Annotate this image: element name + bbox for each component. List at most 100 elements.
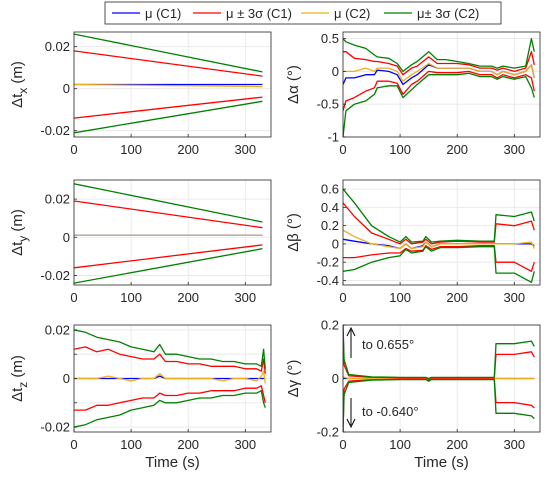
x-tick-label: 300 xyxy=(234,437,256,452)
legend-label-mu-c2: μ (C2) xyxy=(334,6,370,21)
axes-box xyxy=(342,31,541,138)
series-group xyxy=(343,37,535,137)
series-line xyxy=(343,378,535,432)
series-line xyxy=(74,83,263,88)
x-tick-label: 200 xyxy=(177,142,199,157)
x-tick-label: 0 xyxy=(339,290,346,305)
arrow-down-icon xyxy=(346,418,356,429)
y-tick-label: 0.6 xyxy=(321,182,339,197)
panel-gamma: 0 100 200 300-0.200.2Δγ (°)Time (s) xyxy=(285,318,541,471)
y-tick-label: 0 xyxy=(63,230,70,245)
x-tick-label: 100 xyxy=(389,142,411,157)
x-tick-label: 300 xyxy=(503,290,525,305)
y-tick-label: 0 xyxy=(63,81,70,96)
series-line xyxy=(74,200,263,229)
series-line xyxy=(74,96,263,119)
x-tick-label: 200 xyxy=(446,437,468,452)
y-axis-label: Δγ (°) xyxy=(285,360,302,398)
x-tick-label: 0 xyxy=(70,290,77,305)
series-line xyxy=(74,50,263,77)
x-tick-label: 200 xyxy=(446,142,468,157)
y-tick-label: -0.2 xyxy=(317,255,339,270)
series-line xyxy=(74,329,266,369)
series-line xyxy=(74,248,263,284)
series-group xyxy=(74,329,266,428)
y-tick-label: 0 xyxy=(332,371,339,386)
y-axis-label: Δα (°) xyxy=(285,65,302,104)
legend-label-mu3s-c1: μ ± 3σ (C1) xyxy=(226,6,292,21)
y-axis-label: Δty (m) xyxy=(9,209,30,256)
annotation-up: to 0.655° xyxy=(362,337,414,352)
y-tick-label: 0.2 xyxy=(321,218,339,233)
axes-box xyxy=(73,179,272,286)
y-tick-label: 0 xyxy=(63,371,70,386)
x-tick-label: 100 xyxy=(120,142,142,157)
x-tick-label: 200 xyxy=(177,290,199,305)
series-line xyxy=(74,370,266,384)
y-tick-label: 0.5 xyxy=(321,31,339,46)
series-group xyxy=(74,33,263,134)
x-tick-label: 300 xyxy=(234,290,256,305)
series-line xyxy=(74,346,266,374)
series-line xyxy=(343,325,535,380)
y-tick-label: 0 xyxy=(332,236,339,251)
y-tick-label: 0.02 xyxy=(45,192,70,207)
series-line xyxy=(343,37,535,73)
y-tick-label: -1 xyxy=(327,130,339,145)
series-line xyxy=(74,390,266,428)
y-tick-label: -0.5 xyxy=(317,97,339,112)
series-line xyxy=(74,385,266,411)
series-line xyxy=(343,62,535,82)
series-line xyxy=(343,70,535,111)
y-axis-label: Δtz (m) xyxy=(9,355,30,402)
x-tick-label: 0 xyxy=(70,437,77,452)
panel-beta: 0 100 200 300 -0.4 -0.2 0 0.2 0.4 0.6 Δβ (°) xyxy=(285,179,541,305)
series-line xyxy=(343,72,535,137)
x-tick-label: 0 xyxy=(339,142,346,157)
x-tick-label: 300 xyxy=(503,142,525,157)
series-line xyxy=(74,33,263,73)
series-line xyxy=(74,183,263,223)
gamma-annotations: to 0.655° to -0.640° xyxy=(346,326,419,429)
x-tick-label: 0 xyxy=(339,437,346,452)
series-group xyxy=(343,325,535,432)
x-tick-label: 100 xyxy=(120,290,142,305)
legend: μ (C1) μ ± 3σ (C1) μ (C2) μ± 3σ (C2) xyxy=(104,1,502,25)
y-tick-label: -0.2 xyxy=(317,425,339,440)
panel-alpha: 0 100 200 300 -1 -0.5 0 0.5 Δα (°) xyxy=(285,31,541,157)
y-tick-label: 0.2 xyxy=(321,318,339,333)
y-tick-label: -0.4 xyxy=(317,273,339,288)
series-line xyxy=(343,246,535,283)
x-tick-label: 100 xyxy=(120,437,142,452)
x-tick-label: 100 xyxy=(389,290,411,305)
axes-box xyxy=(342,179,541,286)
series-line xyxy=(343,202,535,245)
arrow-up-icon xyxy=(346,326,356,337)
x-tick-label: 300 xyxy=(234,142,256,157)
series-line xyxy=(74,100,263,134)
series-line xyxy=(343,229,535,250)
x-tick-label: 0 xyxy=(70,142,77,157)
series-line xyxy=(343,325,535,380)
x-tick-label: 100 xyxy=(389,437,411,452)
series-line xyxy=(343,188,535,243)
y-tick-label: 0.02 xyxy=(45,322,70,337)
series-group xyxy=(74,183,263,284)
y-tick-label: -0.02 xyxy=(40,123,70,138)
y-axis-label: Δβ (°) xyxy=(285,213,302,252)
y-tick-label: 0 xyxy=(332,64,339,79)
y-axis-label: Δtx (m) xyxy=(9,61,30,108)
legend-label-mu-c1: μ (C1) xyxy=(145,6,181,21)
y-tick-label: 0.4 xyxy=(321,200,339,215)
annotation-down: to -0.640° xyxy=(362,404,419,419)
axes-box xyxy=(73,31,272,138)
y-tick-label: 0.02 xyxy=(45,39,70,54)
series-line xyxy=(343,245,535,272)
x-axis-label: Time (s) xyxy=(414,454,468,471)
x-tick-label: 200 xyxy=(446,290,468,305)
y-tick-label: -0.02 xyxy=(40,268,70,283)
